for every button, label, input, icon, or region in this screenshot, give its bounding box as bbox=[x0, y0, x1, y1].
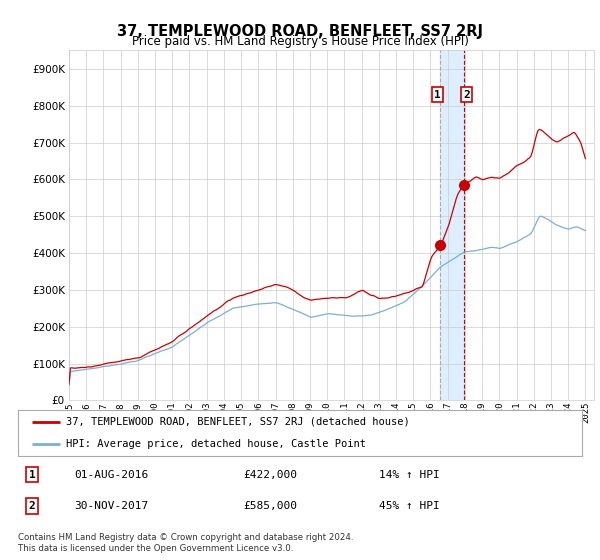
Text: 30-NOV-2017: 30-NOV-2017 bbox=[74, 501, 149, 511]
Text: 1: 1 bbox=[434, 90, 441, 100]
Text: 2: 2 bbox=[29, 501, 35, 511]
Text: 45% ↑ HPI: 45% ↑ HPI bbox=[379, 501, 440, 511]
Text: 01-AUG-2016: 01-AUG-2016 bbox=[74, 470, 149, 480]
Text: Contains HM Land Registry data © Crown copyright and database right 2024.
This d: Contains HM Land Registry data © Crown c… bbox=[18, 533, 353, 553]
Text: Price paid vs. HM Land Registry's House Price Index (HPI): Price paid vs. HM Land Registry's House … bbox=[131, 35, 469, 48]
Text: £422,000: £422,000 bbox=[244, 470, 298, 480]
Text: 2: 2 bbox=[463, 90, 470, 100]
Text: £585,000: £585,000 bbox=[244, 501, 298, 511]
Text: 37, TEMPLEWOOD ROAD, BENFLEET, SS7 2RJ (detached house): 37, TEMPLEWOOD ROAD, BENFLEET, SS7 2RJ (… bbox=[66, 417, 410, 427]
Bar bbox=[440, 50, 464, 400]
Text: 14% ↑ HPI: 14% ↑ HPI bbox=[379, 470, 440, 480]
Text: 37, TEMPLEWOOD ROAD, BENFLEET, SS7 2RJ: 37, TEMPLEWOOD ROAD, BENFLEET, SS7 2RJ bbox=[117, 24, 483, 39]
Text: HPI: Average price, detached house, Castle Point: HPI: Average price, detached house, Cast… bbox=[66, 438, 366, 449]
Text: 1: 1 bbox=[29, 470, 35, 480]
